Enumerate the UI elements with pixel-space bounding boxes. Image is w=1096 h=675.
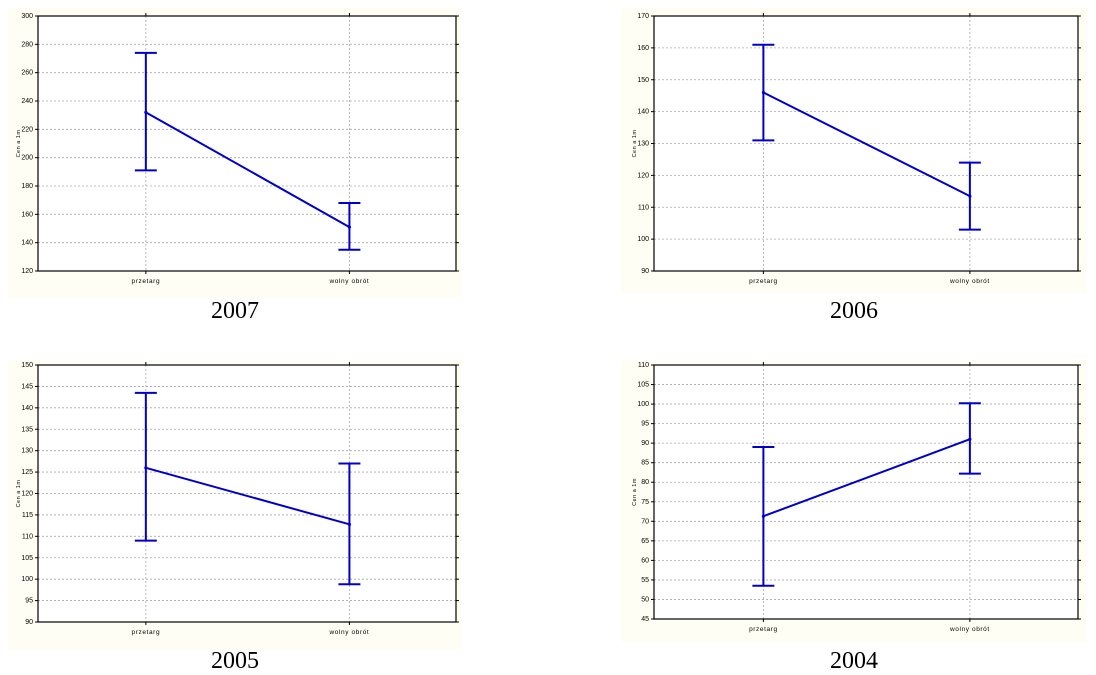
chart-panel-2007: 120 140 160 180 200 220 240 260 280 300 przetarg wo… — [8, 8, 462, 338]
chart-panel-2006: 90 100 110 120 130 140 150 160 170 przetarg wolny … — [621, 8, 1087, 338]
y-tick-label: 160 — [21, 211, 33, 218]
y-tick-label: 50 — [641, 596, 649, 603]
y-axis-label: Cen a 1m — [632, 478, 638, 506]
x-category-label: przetarg — [132, 629, 161, 636]
x-category-label: wolny obrót — [328, 629, 369, 636]
y-tick-label: 120 — [21, 268, 33, 275]
y-tick-label: 145 — [21, 383, 33, 390]
y-tick-label: 120 — [637, 172, 649, 179]
chart-panel-2004: 45 50 55 60 65 70 75 80 85 90 95 100 105 110 przetarg w… — [621, 360, 1087, 675]
y-tick-label: 150 — [21, 362, 33, 369]
y-tick-label: 220 — [21, 126, 33, 133]
y-tick-label: 170 — [637, 13, 649, 20]
y-tick-label: 130 — [637, 141, 649, 148]
y-tick-label: 100 — [21, 576, 33, 583]
y-tick-label: 95 — [641, 421, 649, 428]
mean-point — [348, 523, 351, 526]
year-caption: 2004 — [621, 648, 1087, 675]
plot-area — [654, 365, 1078, 619]
chart-2006: 90 100 110 120 130 140 150 160 170 przetarg wolny … — [621, 8, 1087, 293]
y-tick-label: 60 — [641, 557, 649, 564]
chart-2004: 45 50 55 60 65 70 75 80 85 90 95 100 105 110 przetarg w… — [621, 360, 1087, 642]
year-caption: 2005 — [8, 648, 462, 675]
mean-point — [762, 515, 765, 518]
y-tick-label: 130 — [21, 448, 33, 455]
y-tick-label: 110 — [638, 362, 649, 369]
y-tick-label: 75 — [641, 499, 649, 506]
y-tick-label: 260 — [21, 70, 33, 77]
y-tick-label: 300 — [21, 13, 33, 20]
x-category-label: przetarg — [132, 278, 161, 285]
y-tick-label: 70 — [641, 518, 649, 525]
y-tick-label: 140 — [637, 109, 649, 116]
y-tick-label: 125 — [21, 469, 33, 476]
y-axis-label: Cen a 1m — [16, 130, 22, 158]
y-tick-label: 45 — [641, 616, 649, 623]
y-tick-label: 85 — [641, 460, 649, 467]
chart-2007: 120 140 160 180 200 220 240 260 280 300 przetarg wo… — [8, 8, 462, 298]
y-axis-label: Cen a 1m — [632, 130, 638, 158]
y-tick-label: 140 — [21, 240, 33, 247]
y-tick-label: 280 — [21, 41, 33, 48]
y-tick-label: 105 — [21, 555, 33, 562]
y-tick-label: 150 — [637, 77, 649, 84]
y-tick-label: 55 — [641, 577, 649, 584]
y-tick-label: 90 — [641, 268, 649, 275]
y-tick-label: 160 — [637, 45, 649, 52]
plot-area — [38, 16, 456, 271]
x-category-label: wolny obrót — [328, 278, 369, 285]
y-tick-label: 200 — [21, 155, 33, 162]
year-caption: 2006 — [621, 298, 1087, 325]
y-tick-label: 110 — [22, 533, 33, 540]
mean-point — [144, 466, 147, 469]
mean-point — [968, 438, 971, 441]
x-category-label: wolny obrót — [949, 278, 990, 285]
y-tick-label: 240 — [21, 98, 33, 105]
y-tick-label: 110 — [638, 204, 649, 211]
y-tick-label: 180 — [21, 183, 33, 190]
y-tick-label: 120 — [21, 491, 33, 498]
y-tick-label: 115 — [22, 512, 33, 519]
y-tick-label: 80 — [641, 479, 649, 486]
y-tick-label: 90 — [25, 619, 33, 626]
mean-point — [348, 225, 351, 228]
y-tick-label: 95 — [25, 598, 33, 605]
x-category-label: przetarg — [749, 278, 778, 285]
y-tick-label: 90 — [641, 440, 649, 447]
chart-2005: 90 95 100 105 110 115 120 125 130 135 140 145 150 prz… — [8, 360, 462, 650]
y-tick-label: 105 — [637, 382, 649, 389]
x-category-label: wolny obrót — [949, 626, 990, 633]
chart-panel-2005: 90 95 100 105 110 115 120 125 130 135 140 145 150 prz… — [8, 360, 462, 675]
y-tick-label: 100 — [637, 401, 649, 408]
y-tick-label: 100 — [637, 236, 649, 243]
mean-point — [144, 111, 147, 114]
mean-point — [762, 91, 765, 94]
year-caption: 2007 — [8, 298, 462, 325]
y-tick-label: 65 — [641, 538, 649, 545]
y-axis-label: Cen a 1m — [16, 480, 22, 508]
mean-point — [968, 194, 971, 197]
y-tick-label: 140 — [21, 405, 33, 412]
x-category-label: przetarg — [749, 626, 778, 633]
y-tick-label: 135 — [21, 426, 33, 433]
